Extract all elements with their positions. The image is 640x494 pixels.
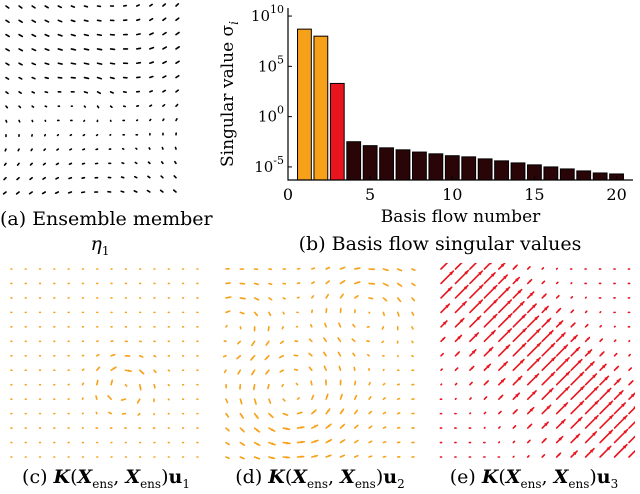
bar-1: [297, 28, 312, 181]
bar-11: [461, 156, 477, 181]
x-axis-label: Basis flow number: [381, 207, 541, 227]
basis-flow-1-quiver: [10, 268, 199, 458]
bar-8: [412, 151, 427, 181]
bar-4: [346, 141, 362, 181]
x-tick-label: 5: [365, 185, 375, 204]
caption-d: (d) K(Xens, Xens)u2: [235, 466, 405, 491]
bar-13: [494, 160, 509, 181]
ensemble-member-quiver: [2, 3, 180, 195]
x-tick-label: 20: [606, 185, 626, 204]
caption-c: (c) K(Xens, Xens)u1: [22, 466, 190, 491]
x-tick-label: 0: [283, 185, 293, 204]
y-tick-label: 105: [258, 53, 284, 75]
basis-flow-3-quiver: [439, 263, 635, 458]
caption-e: (e) K(Xens, Xens)u3: [449, 466, 619, 491]
singular-value-chart: 0 5 10 15 20 1010 105 100 10-5 Basis flow number S…: [218, 3, 633, 227]
bar-7: [395, 149, 411, 181]
y-tick-label: 1010: [251, 3, 284, 25]
bar-12: [477, 158, 493, 181]
y-tick-label: 100: [258, 104, 284, 126]
bar-2: [313, 35, 329, 181]
basis-flow-2-quiver: [222, 266, 416, 460]
y-axis-label: Singular value σi: [218, 21, 241, 167]
y-tick-label: 10-5: [254, 154, 284, 176]
bar-14: [510, 162, 526, 181]
bar-19: [592, 172, 608, 181]
bar-6: [379, 147, 394, 181]
x-tick-label: 15: [524, 185, 544, 204]
caption-a-line2: η1: [90, 233, 110, 258]
bar-3: [329, 82, 345, 181]
caption-a: (a) Ensemble member: [0, 208, 213, 230]
bar-9: [428, 153, 444, 181]
bar-18: [576, 170, 592, 181]
bar-16: [543, 166, 559, 181]
caption-b: (b) Basis flow singular values: [298, 233, 582, 255]
x-tick-label: 10: [442, 185, 462, 204]
bar-17: [559, 168, 575, 181]
bar-5: [362, 145, 378, 181]
